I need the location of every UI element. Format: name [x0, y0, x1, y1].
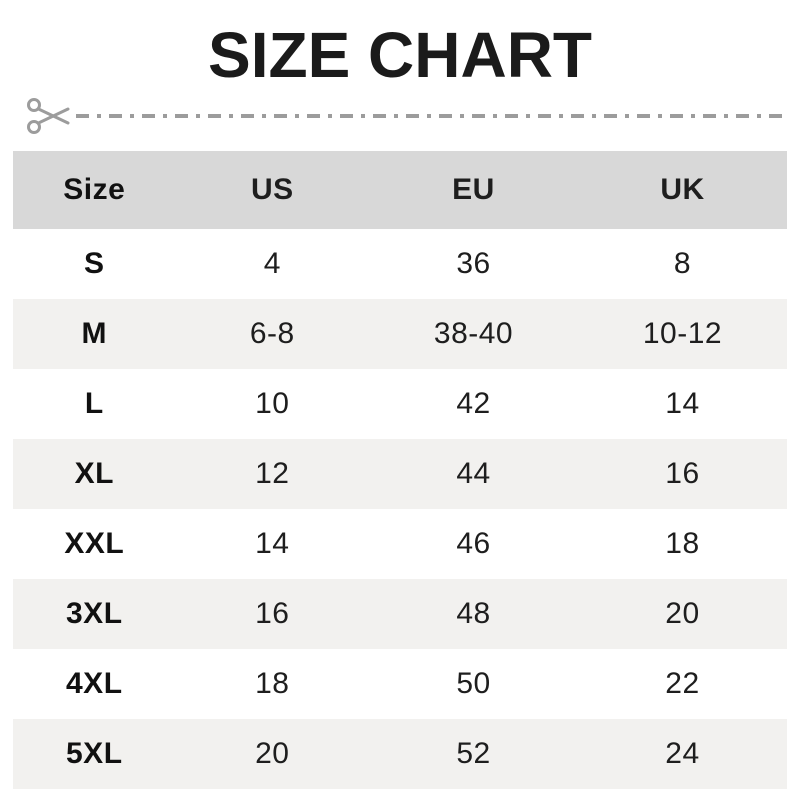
uk-cell: 10-12: [642, 317, 723, 351]
table-row: 4XL 18 50 22: [13, 649, 787, 719]
table-row: XXL 14 46 18: [13, 509, 787, 579]
column-header-us: US: [250, 173, 294, 207]
us-cell: 6-8: [249, 317, 295, 351]
eu-cell: 36: [456, 247, 491, 281]
column-header-size: Size: [63, 173, 126, 207]
size-cell: 3XL: [66, 597, 123, 631]
eu-cell: 48: [456, 597, 491, 631]
size-cell: S: [84, 247, 105, 281]
uk-cell: 20: [665, 597, 700, 631]
table-row: L 10 42 14: [13, 369, 787, 439]
uk-cell: 8: [673, 247, 692, 281]
eu-cell: 52: [456, 737, 491, 771]
eu-cell: 42: [456, 387, 491, 421]
uk-cell: 14: [665, 387, 700, 421]
us-cell: 14: [255, 527, 290, 561]
us-cell: 4: [263, 247, 281, 281]
table-row: 3XL 16 48 20: [13, 579, 787, 650]
us-cell: 20: [255, 737, 290, 771]
size-cell: 5XL: [66, 737, 123, 771]
us-cell: 10: [255, 387, 290, 421]
eu-cell: 38-40: [433, 317, 514, 351]
table-row: M 6-8 38-40 10-12: [13, 299, 787, 370]
table-header-row: Size US EU UK: [13, 151, 787, 230]
scissors-icon: [27, 98, 70, 135]
uk-cell: 16: [665, 457, 700, 491]
uk-cell: 18: [665, 527, 700, 561]
us-cell: 18: [255, 667, 290, 701]
size-chart-table: Size US EU UK S 4 36 8 M 6-8 38-40 10-12…: [13, 151, 787, 790]
column-header-uk: UK: [660, 173, 705, 207]
eu-cell: 46: [456, 527, 491, 561]
table-row: XL 12 44 16: [13, 439, 787, 510]
size-cell: XXL: [64, 527, 125, 561]
table-row: S 4 36 8: [13, 229, 787, 299]
uk-cell: 24: [665, 737, 700, 771]
size-cell: XL: [74, 457, 114, 491]
us-cell: 12: [255, 457, 290, 491]
cut-line: [26, 95, 788, 137]
us-cell: 16: [255, 597, 290, 631]
dashed-cut-line: [76, 96, 788, 136]
size-cell: L: [84, 387, 104, 421]
uk-cell: 22: [665, 667, 700, 701]
column-header-eu: EU: [452, 173, 495, 207]
eu-cell: 44: [456, 457, 491, 491]
page-title: SIZE CHART: [208, 19, 592, 91]
size-cell: M: [81, 317, 108, 351]
table-row: 5XL 20 52 24: [13, 719, 787, 790]
eu-cell: 50: [456, 667, 491, 701]
size-cell: 4XL: [66, 667, 123, 701]
